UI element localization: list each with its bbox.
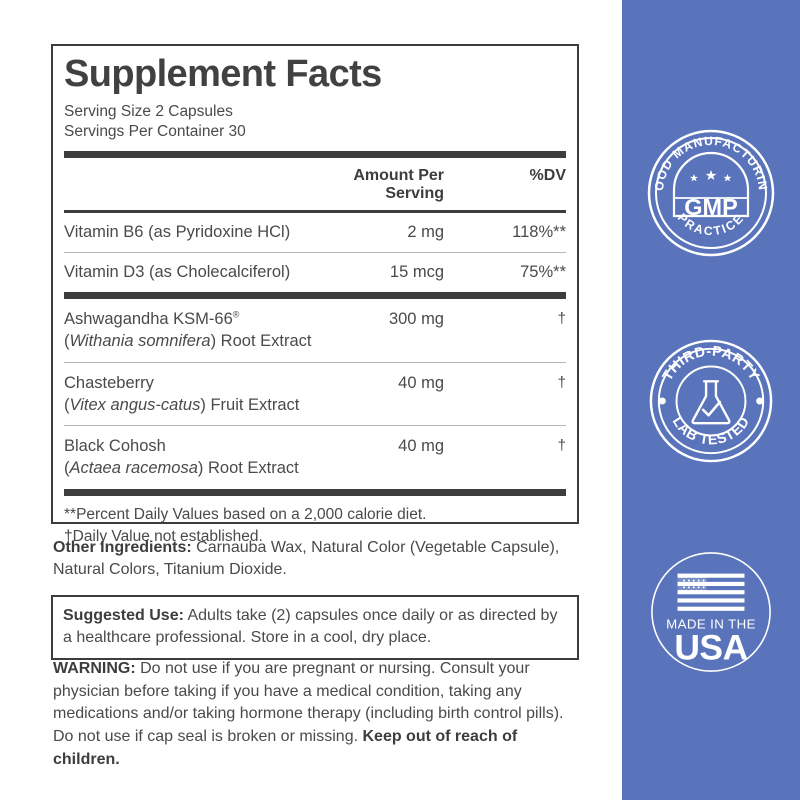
certification-badges-panel: GMP GOOD MANUFACTURING PRACTICE (622, 0, 800, 800)
nutrient-name: Vitamin D3 (as Cholecalciferol) (64, 262, 291, 281)
botanical-latin-name: Vitex angus-catus (69, 395, 201, 414)
table-row: Chasteberry (Vitex angus-catus) Fruit Ex… (64, 363, 566, 426)
table-row: Black Cohosh (Actaea racemosa) Root Extr… (64, 426, 566, 489)
table-row: Vitamin B6 (as Pyridoxine HCl) 2 mg 118%… (64, 213, 566, 252)
nutrient-dv: 118%** (512, 222, 566, 241)
botanical-dv: † (557, 310, 566, 328)
rule-thin (64, 361, 566, 363)
checkmark-icon (701, 400, 722, 417)
suggested-use-text: Adults take (2) capsules once daily or a… (63, 607, 558, 647)
table-row: Ashwagandha KSM-66® (Withania somnifera)… (64, 299, 566, 362)
serving-info: Serving Size 2 Capsules Servings Per Con… (64, 102, 566, 142)
rule-thick-mid (64, 292, 566, 300)
botanical-paren-open: ( (64, 459, 70, 478)
made-in-usa-badge: MADE IN THE USA (622, 548, 800, 676)
gmp-center-text: GMP (684, 194, 738, 220)
keep-out-of-reach-text: Keep out of reach of children. (53, 728, 518, 768)
third-party-lab-tested-badge: THIRD-PARTY LAB TESTED (622, 337, 800, 465)
registered-mark: ® (232, 309, 240, 320)
botanical-common-name: Chasteberry (64, 373, 154, 392)
botanical-paren-open: ( (64, 395, 70, 414)
botanical-part: ) Root Extract (197, 459, 299, 478)
suggested-use-heading: Suggested Use: (63, 607, 184, 624)
nutrient-name: Vitamin B6 (as Pyridoxine HCl) (64, 222, 291, 241)
table-row: Vitamin D3 (as Cholecalciferol) 15 mcg 7… (64, 253, 566, 292)
botanical-latin-name: Withania somnifera (69, 332, 211, 351)
botanical-amount: 40 mg (398, 437, 444, 456)
botanical-common-name: Black Cohosh (64, 437, 166, 456)
botanical-latin-name: Actaea racemosa (69, 459, 198, 478)
label-text-area: Supplement Facts Serving Size 2 Capsules… (51, 44, 581, 772)
gmp-seal-icon: GMP GOOD MANUFACTURING PRACTICE (646, 128, 775, 257)
rule-thick-bottom (64, 489, 566, 497)
botanical-common-name: Ashwagandha KSM-66 (64, 310, 233, 329)
serving-size: Serving Size 2 Capsules (64, 102, 233, 120)
servings-per-container: Servings Per Container 30 (64, 122, 246, 140)
warning-section: WARNING: Do not use if you are pregnant … (53, 658, 581, 772)
footnote-dagger: †Daily Value not established. (64, 527, 263, 545)
botanical-part: ) Fruit Extract (200, 395, 300, 414)
botanical-amount: 300 mg (388, 310, 444, 329)
gmp-top-arc-text: GOOD MANUFACTURING (646, 128, 770, 192)
warning-text: Do not use if you are pregnant or nursin… (53, 660, 564, 746)
other-ingredients-text: Carnauba Wax, Natural Color (Vegetable C… (53, 539, 560, 579)
right-dot-icon (756, 397, 764, 405)
botanical-part: ) Root Extract (210, 332, 312, 351)
botanical-amount: 40 mg (398, 373, 444, 392)
lab-top-arc-text: THIRD-PARTY (660, 344, 763, 384)
rule-thin (64, 425, 566, 427)
other-ingredients-section: Other Ingredients: Carnauba Wax, Natural… (53, 537, 579, 581)
column-header-amount: Amount Per Serving (353, 166, 444, 202)
botanical-name-block: Ashwagandha KSM-66® (Withania somnifera)… (64, 309, 312, 353)
botanical-paren-open: ( (64, 332, 70, 351)
flag-icon (677, 573, 745, 611)
footnotes: **Percent Daily Values based on a 2,000 … (64, 496, 566, 553)
botanical-name-block: Black Cohosh (Actaea racemosa) Root Extr… (64, 436, 312, 480)
botanical-name-block: Chasteberry (Vitex angus-catus) Fruit Ex… (64, 373, 312, 417)
nutrient-amount: 2 mg (407, 222, 444, 241)
usa-flag-seal-icon: MADE IN THE USA (651, 552, 771, 672)
nutrient-dv: 75%** (520, 262, 566, 281)
made-in-the-text: MADE IN THE (666, 617, 756, 632)
nutrient-amount: 15 mcg (389, 262, 444, 281)
other-ingredients-heading: Other Ingredients: (53, 539, 192, 556)
column-header-dv: %DV (529, 166, 566, 184)
usa-text: USA (674, 627, 747, 667)
footnote-percent-dv: **Percent Daily Values based on a 2,000 … (64, 506, 427, 524)
rule-under-header (64, 209, 566, 213)
botanical-dv: † (557, 373, 566, 391)
botanical-dv: † (557, 437, 566, 455)
page-title: Supplement Facts (64, 53, 382, 95)
supplement-facts-panel: Supplement Facts Serving Size 2 Capsules… (51, 44, 579, 545)
gmp-badge: GMP GOOD MANUFACTURING PRACTICE (622, 128, 800, 258)
table-header-row: Amount Per Serving %DV (64, 158, 566, 210)
warning-heading: WARNING: (53, 660, 136, 677)
rule-thick-top (64, 150, 566, 158)
left-dot-icon (658, 397, 666, 405)
rule-thin (64, 251, 566, 253)
suggested-use-section: Suggested Use: Adults take (2) capsules … (51, 595, 579, 661)
lab-flask-seal-icon: THIRD-PARTY LAB TESTED (649, 339, 773, 463)
